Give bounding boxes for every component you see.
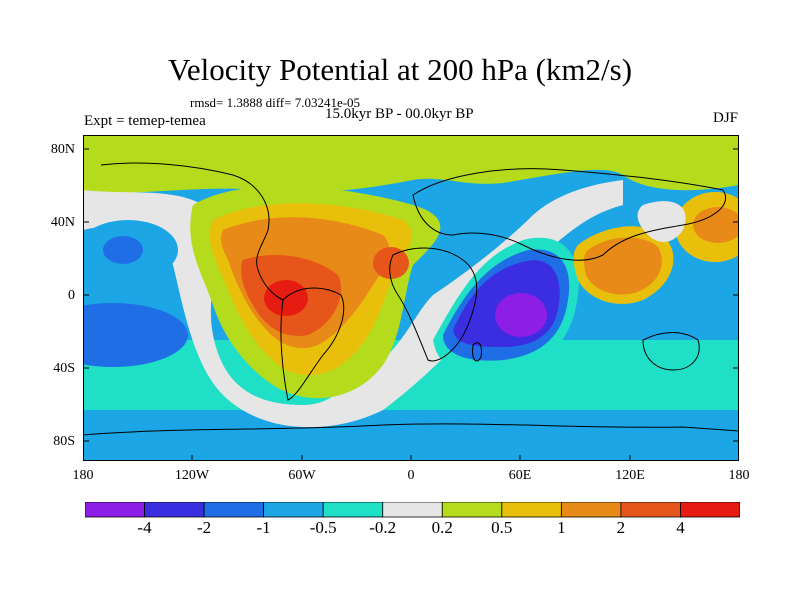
pacific-negative-inner [103, 236, 143, 264]
neutral-band [83, 180, 623, 428]
lat-label-80n: 80N [50, 142, 75, 157]
colorbar-swatch [560, 502, 622, 518]
australia-coast [642, 332, 700, 371]
tick-marks [83, 148, 739, 461]
lon-label-60e: 60E [508, 468, 532, 483]
lon-label-0: 0 [407, 468, 415, 483]
lon-label-120e: 120E [615, 468, 645, 483]
colorbar-tick-label: -0.5 [309, 518, 337, 537]
antarctica-coast [83, 423, 739, 436]
colorbar-tick-label: 1 [557, 518, 566, 537]
lat-label-0: 0 [68, 288, 75, 303]
colorbar-swatch [144, 502, 205, 518]
colorbar-tick-label: 0.5 [491, 518, 513, 537]
indian-negative-min [495, 293, 547, 337]
nw-pacific-positive-inner [693, 207, 739, 243]
north-america-coast [100, 162, 284, 301]
colorbar-swatch [322, 502, 384, 518]
colorbar-tick-label: 0.2 [431, 518, 453, 537]
colorbar-swatch [263, 502, 324, 518]
colorbar-swatch [620, 502, 681, 518]
colorbar-tick-label: -0.2 [369, 518, 397, 537]
stats-line: rmsd= 1.3888 diff= 7.03241e-05 [190, 95, 361, 110]
lat-label-80s: 80S [53, 434, 75, 449]
antarctic-band [83, 410, 739, 461]
season-label: DJF [712, 110, 738, 126]
madagascar-coast [472, 342, 482, 362]
atlantic-positive-lobe [373, 247, 409, 279]
coastlines [83, 162, 739, 436]
asia-positive-1 [583, 237, 662, 295]
contour-field [83, 135, 739, 461]
africa-coast [389, 247, 478, 362]
south-america-coast [280, 287, 345, 401]
eurasia-coast [412, 168, 726, 261]
colorbar-tick-label: 4 [676, 518, 685, 537]
experiment-label: Expt = temep-temea [84, 113, 206, 129]
colorbar-tick-label: -4 [137, 518, 152, 537]
lon-label-180e: 180 [728, 468, 750, 483]
map-panel [83, 135, 739, 461]
colorbar [85, 502, 740, 518]
arctic-positive-region [83, 135, 739, 194]
se-pacific-negative [83, 303, 188, 367]
lon-label-60w: 60W [288, 468, 316, 483]
lat-label-40s: 40S [53, 361, 75, 376]
americas-positive-max [264, 280, 308, 316]
lon-label-120w: 120W [174, 468, 210, 483]
period-label: 15.0kyr BP - 00.0kyr BP [325, 106, 474, 122]
colorbar-tick-label: 2 [616, 518, 626, 537]
colorbar-tick-label: -1 [256, 518, 271, 537]
colorbar-swatch [203, 502, 265, 518]
colorbar-swatch [501, 502, 562, 518]
colorbar-tick-label: -2 [197, 518, 212, 537]
colorbar-swatch [85, 502, 145, 518]
colorbar-swatch [680, 502, 740, 518]
colorbar-swatch [441, 502, 503, 518]
lon-label-180w: 180 [72, 468, 94, 483]
colorbar-swatch [382, 502, 443, 518]
lat-label-40n: 40N [50, 215, 75, 230]
chart-title: Velocity Potential at 200 hPa (km2/s) [167, 52, 633, 87]
